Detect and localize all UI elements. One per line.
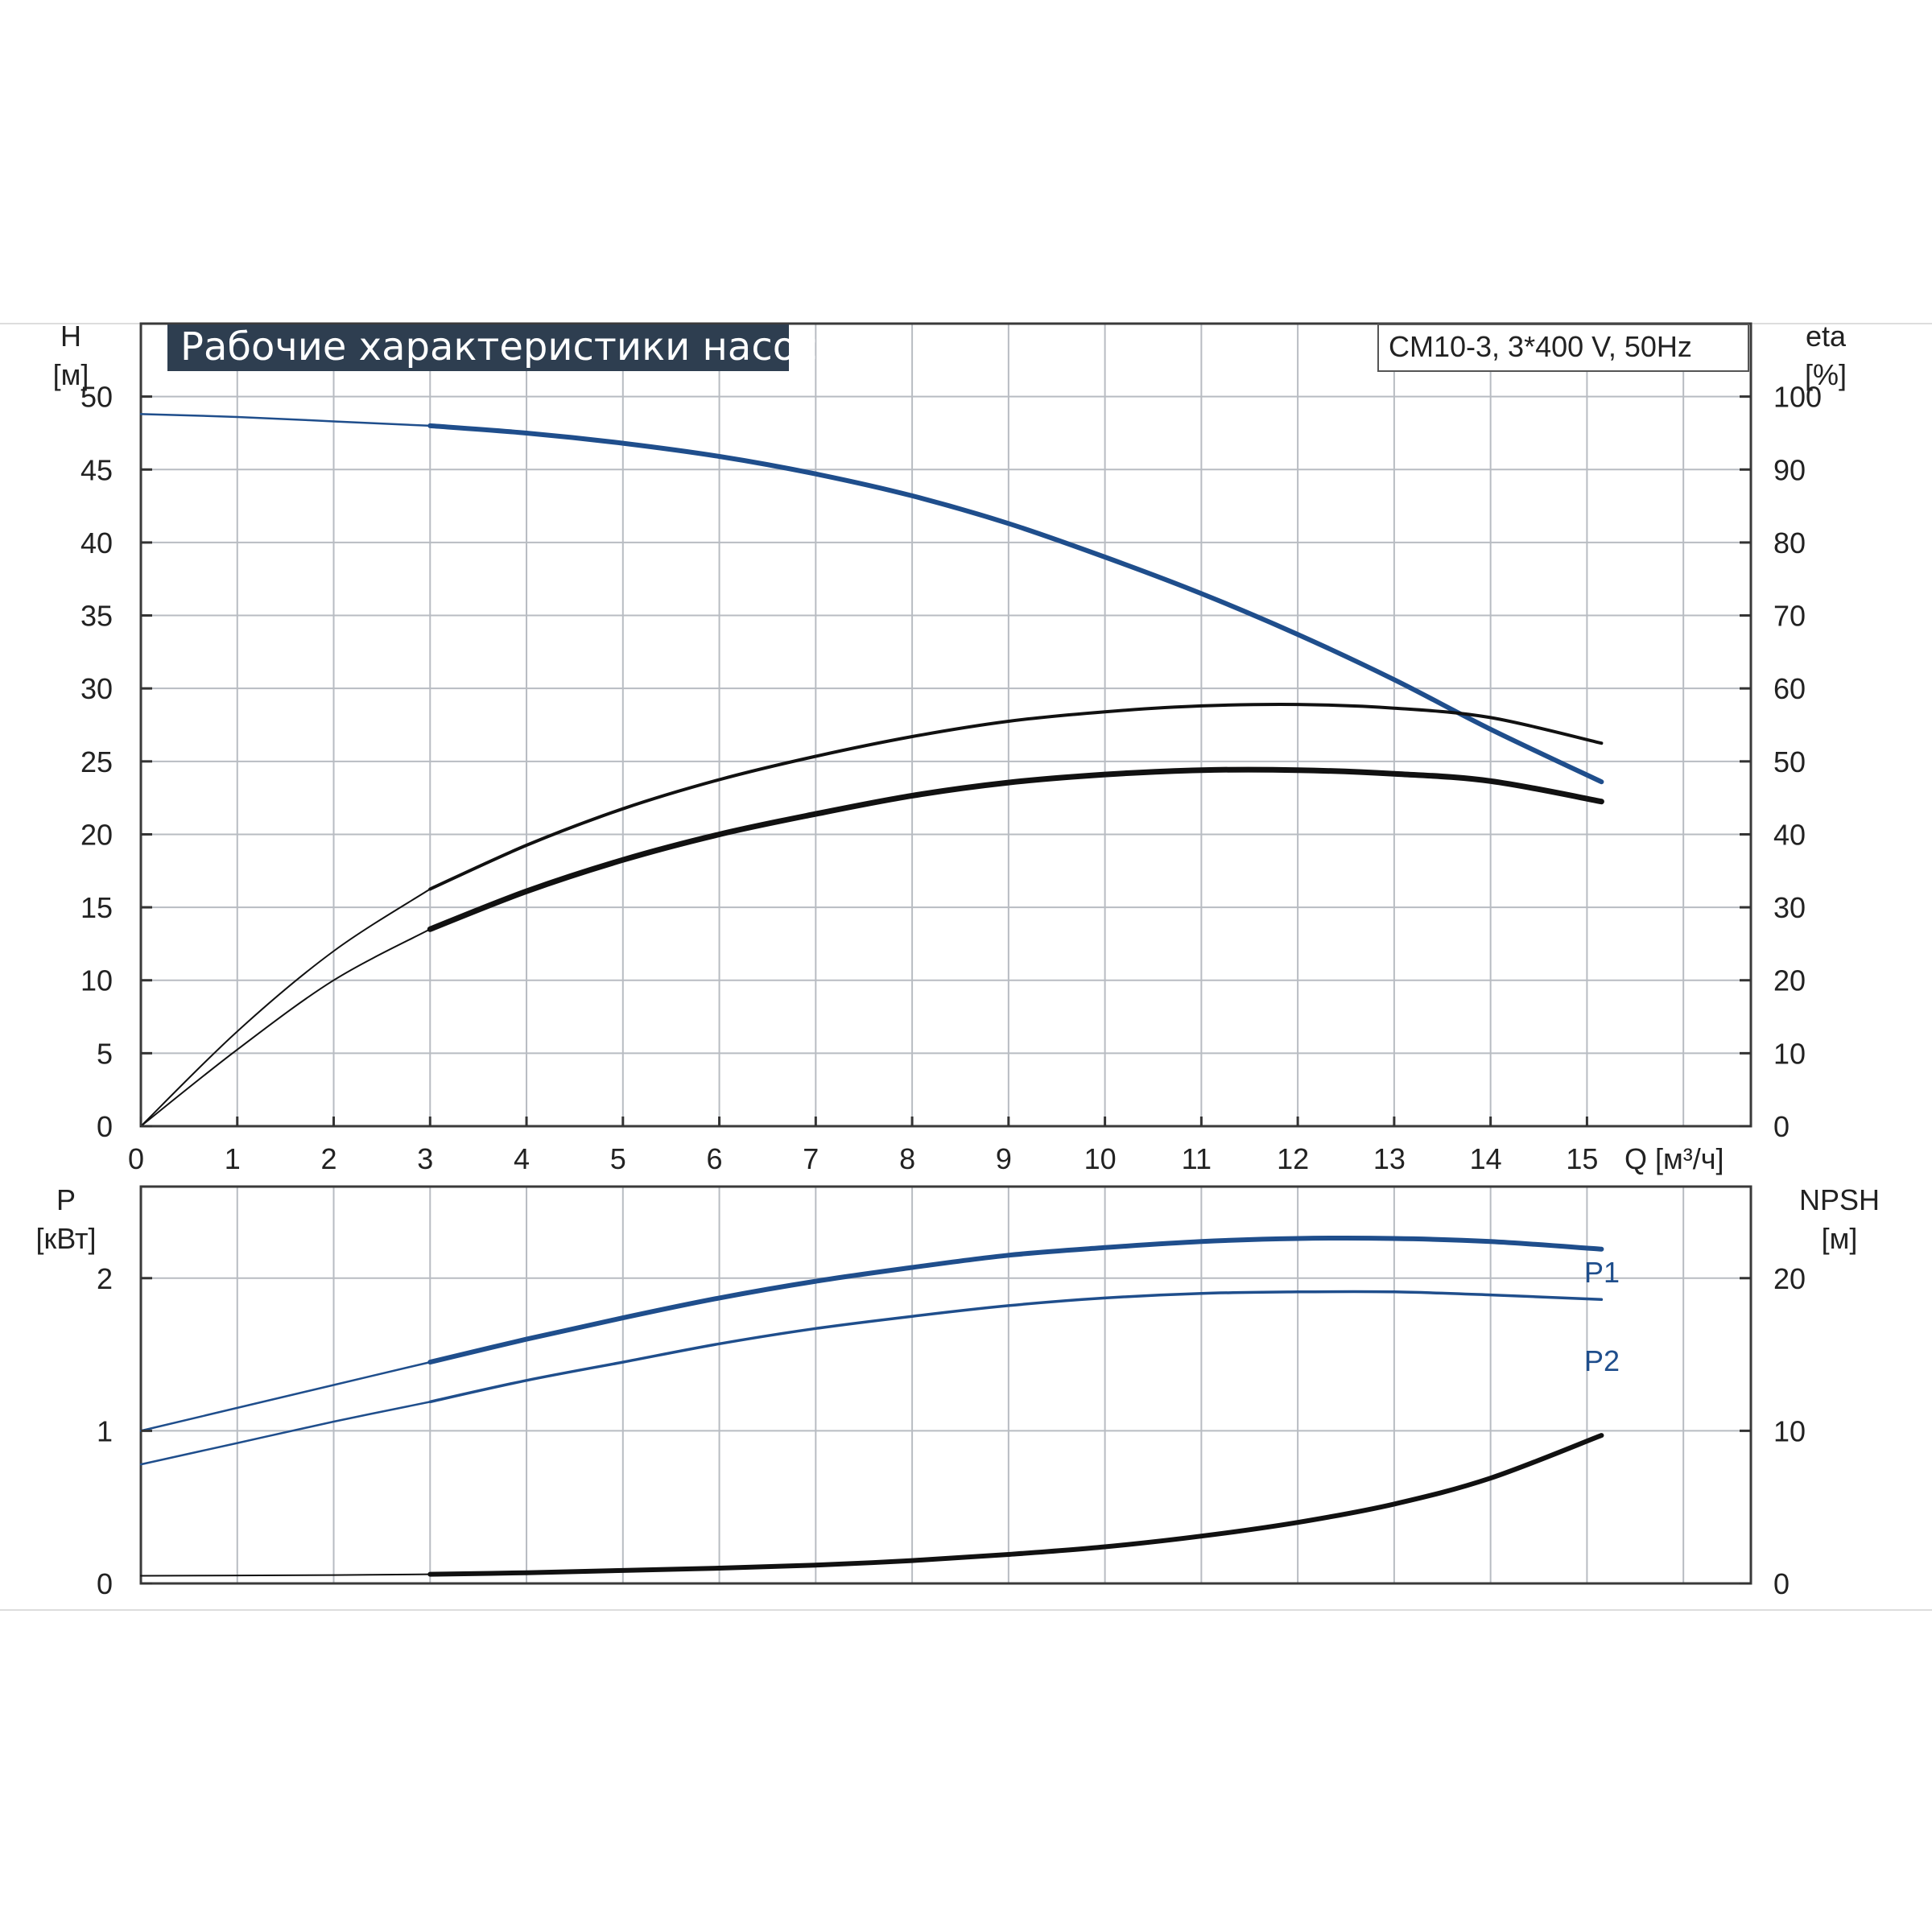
y-right-tick-label: 90 (1773, 453, 1806, 486)
y-left-tick-label: 5 (97, 1037, 113, 1070)
bottom-chart-frame (139, 1185, 1752, 1585)
p-tick-label: 2 (97, 1262, 113, 1295)
efficiency-curve-2 (427, 766, 1604, 932)
y-left-tick-label: 40 (80, 526, 113, 559)
p-axis-title: P (56, 1183, 76, 1216)
npsh-tick-label: 20 (1773, 1262, 1806, 1295)
npsh-tick-label: 10 (1773, 1414, 1806, 1447)
head-curve (427, 423, 1604, 785)
p2-curve-extrapolated (139, 1401, 431, 1466)
y-axis-right-unit: [%] (1805, 358, 1847, 391)
y-left-tick-label: 50 (80, 381, 113, 414)
x-tick-label: 5 (610, 1142, 626, 1175)
y-right-tick-label: 0 (1773, 1110, 1790, 1143)
x-tick-label: 4 (514, 1142, 530, 1175)
x-tick-label: 3 (417, 1142, 433, 1175)
y-left-tick-label: 45 (80, 453, 113, 486)
y-right-tick-label: 40 (1773, 818, 1806, 851)
y-axis-left-title: H (60, 320, 81, 353)
x-tick-label: 10 (1084, 1142, 1117, 1175)
y-right-tick-label: 20 (1773, 964, 1806, 997)
y-left-tick-label: 35 (80, 600, 113, 633)
x-tick-label: 7 (803, 1142, 819, 1175)
y-axis-right-title: eta (1806, 320, 1847, 353)
y-axis-left-unit: [м] (53, 358, 89, 391)
x-tick-label: 2 (321, 1142, 337, 1175)
x-tick-label: 15 (1566, 1142, 1598, 1175)
x-tick-label: 14 (1470, 1142, 1502, 1175)
y-left-tick-label: 15 (80, 891, 113, 924)
y-left-tick-label: 0 (97, 1110, 113, 1143)
p2-curve (428, 1290, 1604, 1404)
series-label-p2: P2 (1584, 1344, 1620, 1377)
y-right-tick-label: 30 (1773, 891, 1806, 924)
y-left-tick-label: 20 (80, 818, 113, 851)
x-tick-label: 8 (899, 1142, 915, 1175)
top-chart-frame (139, 322, 1752, 1128)
x-tick-label: 9 (996, 1142, 1012, 1175)
x-axis-title: Q [м³/ч] (1624, 1142, 1724, 1175)
p-tick-label: 1 (97, 1414, 113, 1447)
y-right-tick-label: 100 (1773, 381, 1822, 414)
npsh-curve-extrapolated (140, 1573, 431, 1577)
head-curve-extrapolated (139, 413, 431, 427)
x-tick-label: 1 (225, 1142, 241, 1175)
npsh-curve (427, 1433, 1604, 1577)
npsh-tick-label: 0 (1773, 1567, 1790, 1600)
p-tick-label: 0 (97, 1567, 113, 1600)
series-label-p1: P1 (1584, 1256, 1620, 1289)
x-tick-label: 12 (1277, 1142, 1309, 1175)
y-right-tick-label: 80 (1773, 526, 1806, 559)
efficiency-curve-1 (428, 702, 1604, 891)
x-tick-label: 6 (707, 1142, 723, 1175)
y-left-tick-label: 10 (80, 964, 113, 997)
y-left-tick-label: 30 (80, 672, 113, 705)
y-right-tick-label: 70 (1773, 600, 1806, 633)
npsh-axis-unit: [м] (1822, 1222, 1858, 1255)
chart-title-banner (167, 324, 789, 371)
y-left-tick-label: 25 (80, 745, 113, 778)
top-chart-grid (140, 323, 1751, 1127)
efficiency-curve-2-extrapolated (140, 928, 431, 1127)
y-right-tick-label: 60 (1773, 672, 1806, 705)
x-tick-label: 11 (1182, 1142, 1212, 1175)
top-chart-tick-labels: 0 1 2 3 4 5 6 7 8 9 10 11 12 13 14 15051015202530354045… (80, 381, 1822, 1175)
p-axis-unit: [кВт] (35, 1222, 96, 1255)
y-right-tick-label: 50 (1773, 745, 1806, 778)
p1-curve-extrapolated (139, 1360, 431, 1432)
x-tick-label: 13 (1373, 1142, 1406, 1175)
npsh-axis-title: NPSH (1799, 1183, 1880, 1216)
bottom-chart-grid (140, 1187, 1751, 1584)
efficiency-curve-1-extrapolated (140, 888, 431, 1127)
model-box (1377, 324, 1749, 372)
p1-curve (427, 1235, 1604, 1365)
x-tick-label: 0 (128, 1142, 144, 1175)
bottom-chart-curves (139, 1235, 1604, 1577)
chart-title: Рабочие характеристики насоса (180, 324, 841, 369)
model-label: CM10-3, 3*400 V, 50Hz (1389, 330, 1692, 363)
y-right-tick-label: 10 (1773, 1037, 1806, 1070)
top-chart-curves (139, 413, 1604, 1127)
